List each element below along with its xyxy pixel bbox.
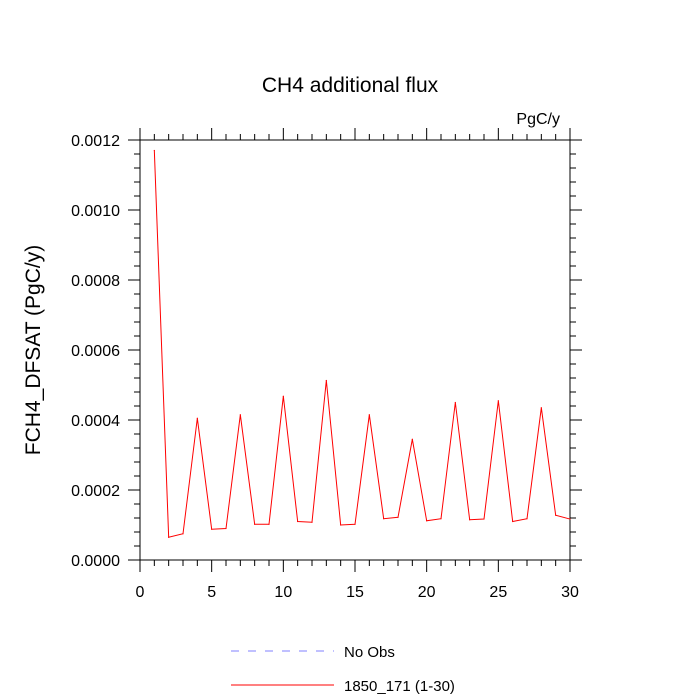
units-label: PgC/y [516,111,560,128]
x-tick-label: 30 [561,584,579,601]
data-point [153,149,155,152]
chart-title: CH4 additional flux [262,74,439,97]
x-tick-label: 25 [489,584,507,601]
data-point [225,527,227,530]
data-point [569,518,571,520]
x-tick-label: 0 [136,584,145,601]
y-tick-label: 0.0008 [71,273,120,290]
data-point [526,518,528,520]
data-point [483,518,485,520]
data-point [426,520,428,522]
data-point [268,523,270,525]
axes: 0 5 10 15 20 25 30 0.0000 0.0002 0.0004 0.0006 0.00… [71,128,582,601]
y-tick-label: 0.0012 [71,133,120,150]
x-tick-label: 5 [207,584,216,601]
data-point [325,379,327,382]
legend-label: 1850_171 (1-30) [344,678,455,695]
data-point [168,536,170,538]
x-tick-label: 15 [346,584,364,601]
legend-label: No Obs [344,644,395,661]
series-line [153,150,571,538]
data-point [454,401,456,404]
x-tick-label: 20 [418,584,436,601]
data-point [239,414,241,416]
y-tick-label: 0.0006 [71,343,120,360]
y-tick-label: 0.0004 [71,413,120,430]
data-point [555,514,557,516]
y-tick-label: 0.0000 [71,553,120,570]
data-point [411,438,413,440]
data-point [440,518,442,520]
y-axis-label: FCH4_DFSAT (PgC/y) [22,245,45,455]
data-point [497,400,499,402]
plot-frame [139,139,571,561]
data-point [340,524,342,526]
data-point [196,417,198,419]
data-point [512,520,514,523]
legend: No Obs 1850_171 (1-30) [231,644,455,695]
y-tick-label: 0.0010 [71,203,120,220]
data-point [354,523,356,525]
data-point [397,516,399,518]
data-point [282,395,284,397]
series-layer [153,149,571,538]
data-point [254,523,256,525]
data-point [368,414,370,416]
data-point [383,518,385,520]
x-tick-label: 10 [274,584,292,601]
data-point [211,528,213,530]
data-point [297,520,299,523]
data-point [540,407,542,409]
data-point [469,519,471,521]
y-tick-label: 0.0002 [71,483,120,500]
data-point [182,533,184,535]
data-point [311,521,313,523]
